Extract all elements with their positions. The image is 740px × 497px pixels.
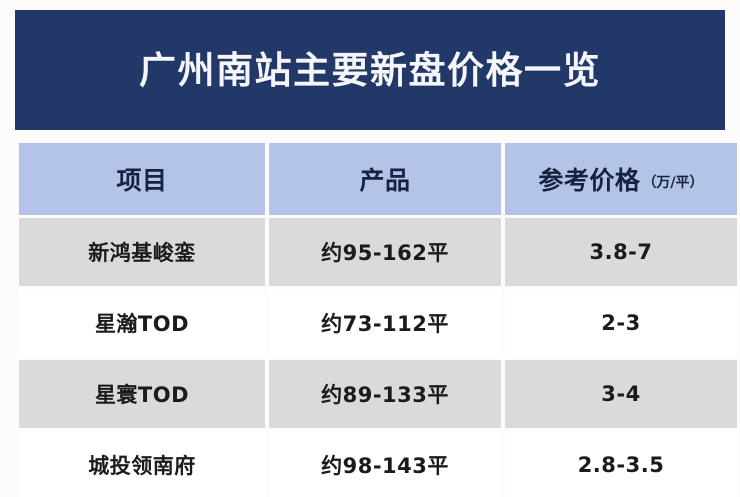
price-table: 项目 产品 参考价格 （万/平） 新鸿基峻銮 约95-162平 3.8-7 星瀚T…: [15, 140, 740, 497]
table-header-row: 项目 产品 参考价格 （万/平）: [19, 143, 737, 215]
cell-product: 约73-112平: [269, 289, 501, 357]
price-unit-note: （万/平）: [642, 175, 704, 191]
column-header-item: 项目: [19, 143, 265, 215]
cell-price: 2.8-3.5: [505, 431, 737, 497]
table-header: 项目 产品 参考价格 （万/平）: [19, 143, 737, 215]
column-header-product: 产品: [269, 143, 501, 215]
cell-item: 星瀚TOD: [19, 289, 265, 357]
cell-price: 3.8-7: [505, 218, 737, 286]
cell-price: 2-3: [505, 289, 737, 357]
table-row: 城投领南府 约98-143平 2.8-3.5: [19, 431, 737, 497]
column-header-price: 参考价格 （万/平）: [505, 143, 737, 215]
cell-price: 3-4: [505, 360, 737, 428]
table-row: 星瀚TOD 约73-112平 2-3: [19, 289, 737, 357]
table-row: 新鸿基峻銮 约95-162平 3.8-7: [19, 218, 737, 286]
page-title: 广州南站主要新盘价格一览: [139, 48, 601, 92]
cell-product: 约89-133平: [269, 360, 501, 428]
cell-product: 约98-143平: [269, 431, 501, 497]
cell-product: 约95-162平: [269, 218, 501, 286]
table-row: 星寰TOD 约89-133平 3-4: [19, 360, 737, 428]
cell-item: 星寰TOD: [19, 360, 265, 428]
column-header-price-label: 参考价格: [538, 166, 641, 195]
cell-item: 新鸿基峻銮: [19, 218, 265, 286]
title-banner: 广州南站主要新盘价格一览: [15, 10, 725, 130]
table-body: 新鸿基峻銮 约95-162平 3.8-7 星瀚TOD 约73-112平 2-3 …: [19, 218, 737, 497]
cell-item: 城投领南府: [19, 431, 265, 497]
